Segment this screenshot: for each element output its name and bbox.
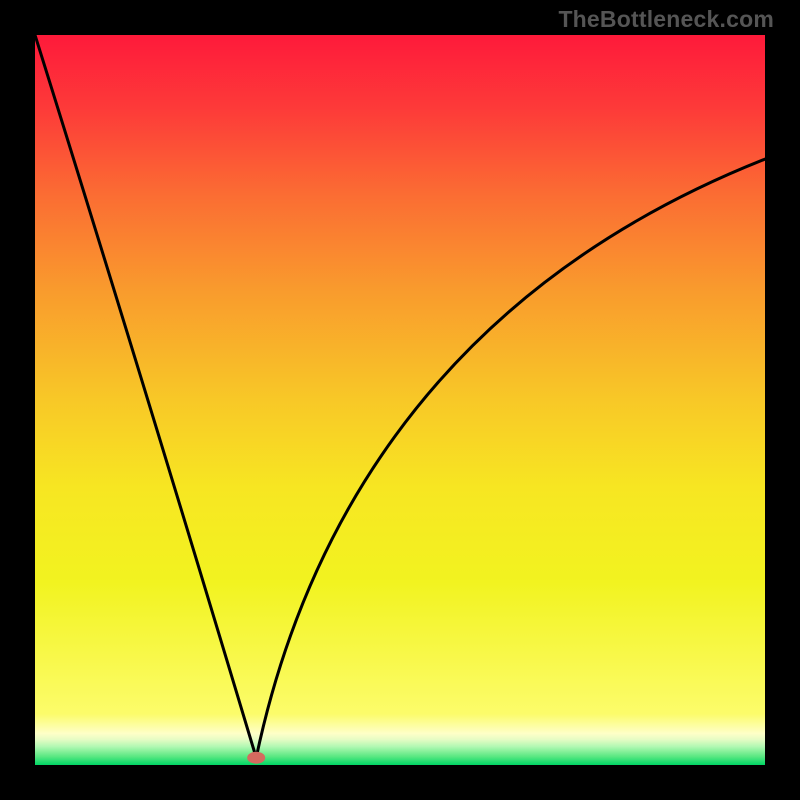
chart-container: TheBottleneck.com [0, 0, 800, 800]
watermark-label: TheBottleneck.com [558, 6, 774, 33]
chart-svg [0, 0, 800, 800]
gradient-bg [35, 35, 765, 765]
vertex-marker [247, 752, 265, 764]
